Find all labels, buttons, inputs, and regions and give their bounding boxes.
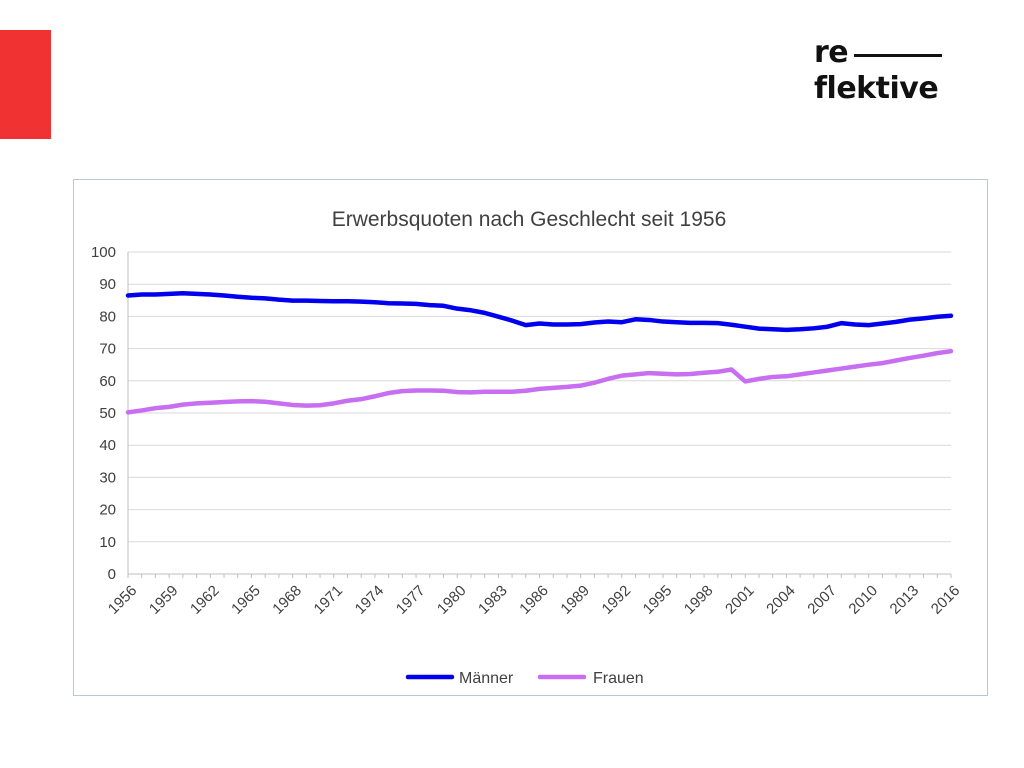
chart-grid <box>128 251 951 575</box>
x-axis: 1956 1959 1962 1965 1968 1971 1974 1977 1980 1983… <box>105 252 964 618</box>
y-tick-label: 80 <box>99 308 116 325</box>
y-tick-label: 40 <box>99 437 116 454</box>
x-tick-label: 1983 <box>475 582 511 618</box>
y-tick-label: 100 <box>91 244 116 261</box>
logo-text-flektive: flektive <box>814 71 939 106</box>
x-tick-label: 1986 <box>516 582 552 618</box>
line-chart: Erwerbsquoten nach Geschlecht seit 1956 … <box>91 208 964 687</box>
y-tick-label: 20 <box>99 502 116 519</box>
x-tick-label: 2016 <box>928 582 964 618</box>
y-tick-label: 30 <box>99 469 116 486</box>
x-tick-label: 1977 <box>393 582 429 618</box>
y-tick-label: 70 <box>99 341 116 358</box>
y-tick-label: 0 <box>108 566 116 583</box>
logo-dash <box>854 54 942 57</box>
logo-text-re: re <box>814 35 849 70</box>
y-axis-ticks: 0 10 20 30 40 50 60 70 80 90 100 <box>91 244 116 583</box>
x-tick-label: 1971 <box>311 582 347 618</box>
x-tick-label: 1980 <box>434 582 470 618</box>
chart-frame: Erwerbsquoten nach Geschlecht seit 1956 … <box>73 179 988 696</box>
x-tick-label: 1989 <box>557 582 593 618</box>
y-tick-label: 10 <box>99 534 116 551</box>
x-tick-label: 1992 <box>599 582 635 618</box>
x-tick-label: 1968 <box>269 582 305 618</box>
x-tick-label: 1956 <box>105 582 141 618</box>
x-tick-label: 2001 <box>722 582 758 618</box>
y-tick-label: 90 <box>99 276 116 293</box>
chart-legend: Männer Frauen <box>405 670 644 687</box>
x-tick-label: 2007 <box>804 582 840 618</box>
x-tick-label: 2013 <box>887 582 923 618</box>
x-tick-label: 2010 <box>845 582 881 618</box>
series-line-frauen <box>125 348 954 415</box>
accent-bar <box>0 30 51 139</box>
chart-title: Erwerbsquoten nach Geschlecht seit 1956 <box>332 208 727 231</box>
legend-label-frauen: Frauen <box>593 670 644 687</box>
chart-series <box>125 290 954 415</box>
x-tick-label: 1959 <box>146 582 182 618</box>
series-line-maenner <box>125 290 954 333</box>
y-tick-label: 60 <box>99 373 116 390</box>
x-tick-label: 1965 <box>228 582 264 618</box>
x-tick-label: 2004 <box>763 582 799 618</box>
x-tick-label: 1998 <box>681 582 717 618</box>
x-tick-label: 1974 <box>352 582 388 618</box>
x-tick-label: 1995 <box>640 582 676 618</box>
x-tick-label: 1962 <box>187 582 223 618</box>
y-tick-label: 50 <box>99 405 116 422</box>
legend-label-maenner: Männer <box>459 670 514 687</box>
reflektive-logo: re flektive <box>814 36 954 108</box>
